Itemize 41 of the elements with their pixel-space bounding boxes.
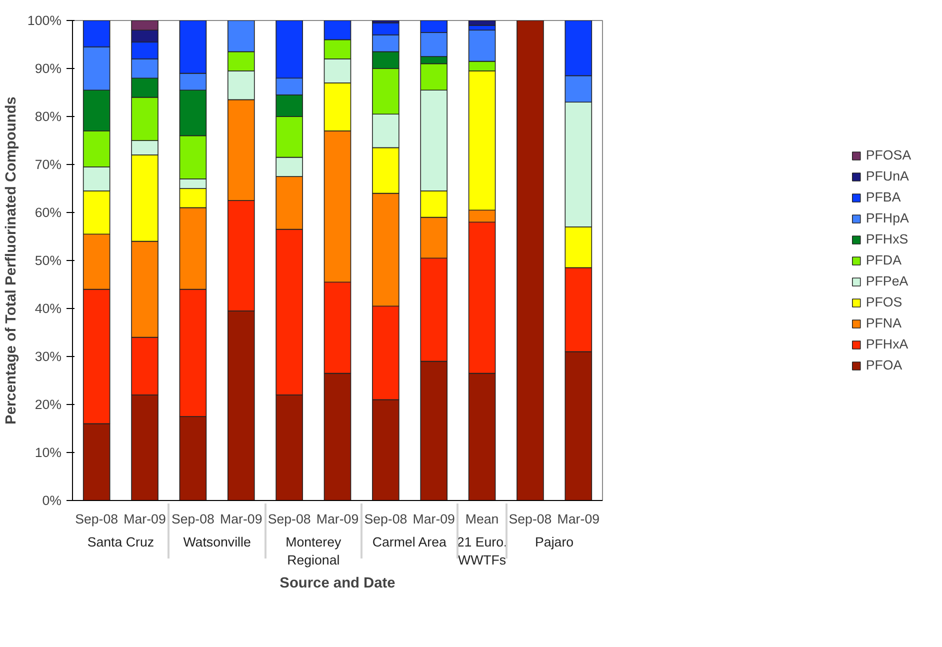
- legend-label: PFOS: [866, 294, 902, 310]
- category-label: Pajaro: [535, 534, 574, 550]
- category-label: Sep-08: [364, 512, 408, 526]
- y-tick-label: 20%: [34, 397, 62, 412]
- category-label: Sep-08: [268, 512, 311, 526]
- y-tick-label: 70%: [34, 157, 62, 172]
- legend-label: PFHxA: [866, 336, 908, 352]
- legend-label: PFOSA: [866, 148, 912, 162]
- category-label: Mar-09: [557, 512, 600, 526]
- legend-label: PFHpA: [866, 210, 909, 226]
- y-tick-label: 80%: [34, 109, 62, 124]
- category-label: Sep-08: [508, 512, 552, 526]
- y-tick-label: 100%: [27, 13, 62, 28]
- category-label: Monterey Regional: [286, 534, 342, 568]
- y-tick-label: 90%: [34, 61, 62, 76]
- category-label: Santa Cruz: [87, 534, 154, 550]
- y-tick-label: 30%: [34, 349, 62, 364]
- y-tick-label: 10%: [34, 445, 62, 460]
- category-label: Sep-08: [171, 512, 214, 526]
- category-label: Carmel Area: [372, 534, 446, 550]
- category-label: Mar-09: [220, 512, 262, 526]
- category-label: Mean: [465, 512, 499, 526]
- x-axis-title: Source and Date: [280, 576, 396, 592]
- category-label: Mar-09: [316, 512, 359, 526]
- category-label: Mar-09: [412, 512, 455, 526]
- y-tick-label: 40%: [34, 301, 62, 316]
- category-label: Sep-08: [75, 512, 118, 526]
- y-axis-title: Percentage of Total Perfluorinated Compounds: [3, 96, 20, 424]
- bar: [516, 20, 544, 500]
- y-tick-label: 50%: [34, 253, 62, 268]
- legend-label: PFPeA: [866, 274, 908, 288]
- y-tick-label: 0%: [42, 493, 62, 508]
- legend-label: PFBA: [866, 190, 901, 204]
- legend-label: PFHxS: [866, 232, 908, 246]
- y-tick-label: 60%: [34, 205, 62, 220]
- category-label: Watsonville: [183, 534, 251, 550]
- legend-label: PFDA: [866, 252, 902, 268]
- category-label: Mar-09: [124, 512, 166, 526]
- legend-label: PFUnA: [866, 168, 909, 184]
- legend-label: PFOA: [866, 358, 902, 372]
- legend-label: PFNA: [866, 316, 902, 330]
